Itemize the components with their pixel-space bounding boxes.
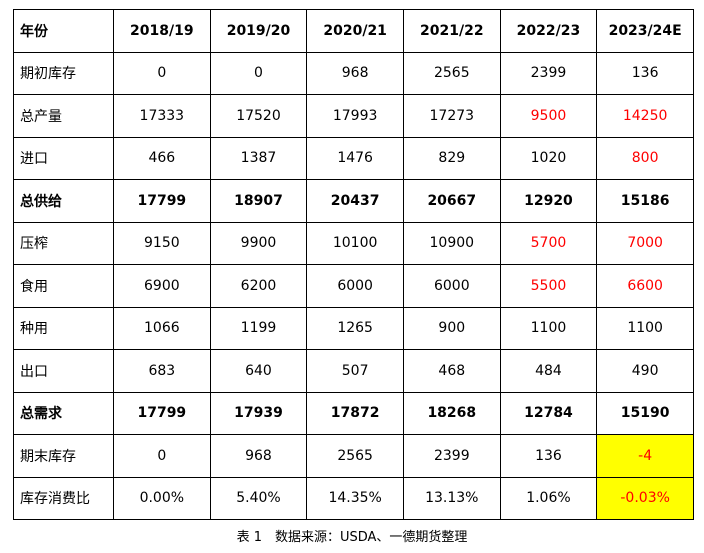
table-cell: 2565 <box>306 434 404 478</box>
table-cell: 2399 <box>402 434 501 478</box>
table-cell: 484 <box>499 349 598 393</box>
table-row: 食用 6900 6200 6000 6000 5500 6600 <box>13 264 694 308</box>
table-header-row: 年份 2018/19 2019/20 2020/21 2021/22 2022/… <box>13 9 694 53</box>
table-cell: 10100 <box>306 221 404 265</box>
table-cell: 1100 <box>499 306 598 350</box>
table-cell: 1020 <box>499 136 598 180</box>
table-cell: 17939 <box>209 391 308 435</box>
header-cell: 2023/24E <box>596 9 694 53</box>
table-row-total: 总供给 17799 18907 20437 20667 12920 15186 <box>13 179 694 223</box>
table-row: 压榨 9150 9900 10100 10900 5700 7000 <box>13 221 694 265</box>
table-cell: 900 <box>402 306 501 350</box>
table-cell: 1.06% <box>499 476 598 520</box>
row-label: 总需求 <box>13 391 114 435</box>
table-cell: 507 <box>306 349 404 393</box>
table-cell: 0.00% <box>113 476 211 520</box>
table-cell: 9150 <box>113 221 211 265</box>
table-cell: 17333 <box>113 94 211 138</box>
table-cell: 9900 <box>209 221 308 265</box>
table-row: 进口 466 1387 1476 829 1020 800 <box>13 136 694 180</box>
table-cell: 17520 <box>209 94 308 138</box>
table-cell: 1387 <box>209 136 308 180</box>
table-cell: 5.40% <box>209 476 308 520</box>
table-cell: 468 <box>402 349 501 393</box>
header-cell: 2020/21 <box>306 9 404 53</box>
table-cell-highlighted: -0.03% <box>596 476 694 520</box>
row-label: 库存消费比 <box>13 476 114 520</box>
table-row: 种用 1066 1199 1265 900 1100 1100 <box>13 306 694 350</box>
table-cell: 18907 <box>209 179 308 223</box>
table-cell: 15186 <box>596 179 694 223</box>
table-cell: 1066 <box>113 306 211 350</box>
table-cell-highlighted: 5500 <box>499 264 598 308</box>
table-cell: 20437 <box>306 179 404 223</box>
table-cell: 0 <box>113 434 211 478</box>
table-cell: 490 <box>596 349 694 393</box>
table-row: 出口 683 640 507 468 484 490 <box>13 349 694 393</box>
row-label: 种用 <box>13 306 114 350</box>
table-cell: 0 <box>113 51 211 95</box>
table-cell: 136 <box>596 51 694 95</box>
table-cell: 466 <box>113 136 211 180</box>
table-cell: 12784 <box>499 391 598 435</box>
table-cell: 17799 <box>113 391 211 435</box>
table-cell: 683 <box>113 349 211 393</box>
table-cell: 17993 <box>306 94 404 138</box>
header-cell: 2019/20 <box>209 9 308 53</box>
table-row: 期初库存 0 0 968 2565 2399 136 <box>13 51 694 95</box>
table-cell-highlighted: 5700 <box>499 221 598 265</box>
row-label: 总产量 <box>13 94 114 138</box>
table-cell: 20667 <box>402 179 501 223</box>
table-cell: 1265 <box>306 306 404 350</box>
table-cell: 13.13% <box>402 476 501 520</box>
table-cell: 12920 <box>499 179 598 223</box>
row-label: 总供给 <box>13 179 114 223</box>
table-cell: 829 <box>402 136 501 180</box>
table-cell-highlighted: 9500 <box>499 94 598 138</box>
table-cell: 6900 <box>113 264 211 308</box>
table-row: 总产量 17333 17520 17993 17273 9500 14250 <box>13 94 694 138</box>
table-cell: 6000 <box>402 264 501 308</box>
table-cell: 14.35% <box>306 476 404 520</box>
table-cell-highlighted: 7000 <box>596 221 694 265</box>
table-cell: 968 <box>209 434 308 478</box>
header-cell: 2021/22 <box>402 9 501 53</box>
table-cell: 2399 <box>499 51 598 95</box>
table-cell: 17799 <box>113 179 211 223</box>
table-cell-highlighted: -4 <box>596 434 694 478</box>
table-cell: 1100 <box>596 306 694 350</box>
supply-demand-table: 年份 2018/19 2019/20 2020/21 2021/22 2022/… <box>13 9 694 520</box>
header-cell: 2018/19 <box>113 9 211 53</box>
header-cell: 年份 <box>13 9 114 53</box>
data-table-container: 年份 2018/19 2019/20 2020/21 2021/22 2022/… <box>13 9 694 520</box>
table-cell-highlighted: 14250 <box>596 94 694 138</box>
row-label: 压榨 <box>13 221 114 265</box>
header-cell: 2022/23 <box>499 9 598 53</box>
table-caption: 表 1 数据来源：USDA、一德期货整理 <box>236 530 468 545</box>
table-cell: 0 <box>209 51 308 95</box>
table-row: 期末库存 0 968 2565 2399 136 -4 <box>13 434 694 478</box>
table-row: 库存消费比 0.00% 5.40% 14.35% 13.13% 1.06% -0… <box>13 476 694 520</box>
table-cell: 17273 <box>402 94 501 138</box>
row-label: 期末库存 <box>13 434 114 478</box>
table-row-total: 总需求 17799 17939 17872 18268 12784 15190 <box>13 391 694 435</box>
table-cell: 968 <box>306 51 404 95</box>
row-label: 期初库存 <box>13 51 114 95</box>
row-label: 进口 <box>13 136 114 180</box>
row-label: 出口 <box>13 349 114 393</box>
table-cell: 10900 <box>402 221 501 265</box>
table-cell: 2565 <box>402 51 501 95</box>
table-cell: 6000 <box>306 264 404 308</box>
table-cell: 640 <box>209 349 308 393</box>
table-cell: 1199 <box>209 306 308 350</box>
table-cell: 15190 <box>596 391 694 435</box>
table-cell-highlighted: 6600 <box>596 264 694 308</box>
table-cell: 136 <box>499 434 598 478</box>
table-cell-highlighted: 800 <box>596 136 694 180</box>
table-cell: 17872 <box>306 391 404 435</box>
table-cell: 1476 <box>306 136 404 180</box>
table-cell: 18268 <box>402 391 501 435</box>
table-cell: 6200 <box>209 264 308 308</box>
row-label: 食用 <box>13 264 114 308</box>
